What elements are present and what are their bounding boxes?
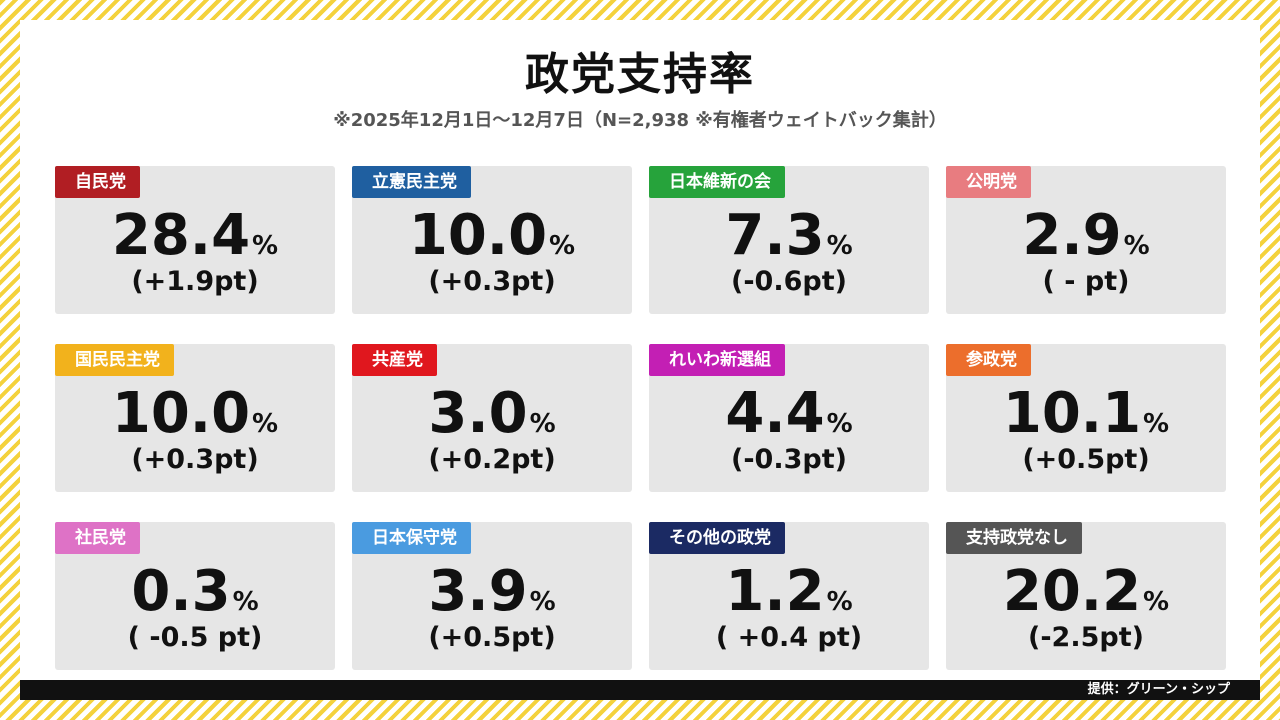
party-card: 社民党 0.3%( -0.5 pt) xyxy=(55,522,335,670)
source-label: 提供：グリーン・シップ xyxy=(1087,682,1230,697)
support-rate-value: 20.2% xyxy=(946,560,1226,634)
support-rate-value: 28.4% xyxy=(55,204,335,278)
chart-title: 政党支持率 xyxy=(525,49,755,100)
percent-unit: % xyxy=(549,231,576,261)
percent-unit: % xyxy=(252,231,279,261)
support-rate-value: 2.9% xyxy=(946,204,1226,278)
support-rate-value: 10.1% xyxy=(946,382,1226,456)
percent-unit: % xyxy=(1123,231,1150,261)
party-card: 日本保守党 3.9% (+0.5pt) xyxy=(352,522,632,670)
party-name-label: 公明党 xyxy=(946,166,1031,198)
chart-subtitle: ※2025年12月1日～12月7日（N=2,938 ※有権者ウェイトバック集計） xyxy=(333,110,947,131)
change-value: ( - pt) xyxy=(1042,266,1130,297)
party-card: 共産党 3.0% (+0.2pt) xyxy=(352,344,632,492)
support-rate-value: 3.9% xyxy=(352,560,632,634)
change-value: (+0.2pt) xyxy=(428,444,556,475)
change-value: ( -0.5 pt) xyxy=(127,622,263,653)
support-rate-number: 0.3 xyxy=(131,559,231,624)
change-value: (-0.6pt) xyxy=(731,266,847,297)
change-value: (+0.5pt) xyxy=(1022,444,1150,475)
support-rate-value: 3.0% xyxy=(352,382,632,456)
percent-unit: % xyxy=(826,587,853,617)
party-name-label: 支持政党なし xyxy=(946,522,1082,554)
party-card: 参政党 10.1% (+0.5pt) xyxy=(946,344,1226,492)
support-rate-value: 0.3% xyxy=(55,560,335,634)
support-rate-number: 2.9 xyxy=(1022,203,1122,268)
support-rate-number: 4.4 xyxy=(725,381,825,446)
percent-unit: % xyxy=(1143,409,1170,439)
change-value: (-2.5pt) xyxy=(1028,622,1144,653)
party-name-label: れいわ新選組 xyxy=(649,344,785,376)
party-name-label: 社民党 xyxy=(55,522,140,554)
change-value: (+1.9pt) xyxy=(131,266,259,297)
support-rate-value: 1.2% xyxy=(649,560,929,634)
party-name-label: 参政党 xyxy=(946,344,1031,376)
percent-unit: % xyxy=(232,587,259,617)
party-card: 自民党 28.4% (+1.9pt) xyxy=(55,166,335,314)
percent-unit: % xyxy=(529,587,556,617)
change-value: (+0.3pt) xyxy=(428,266,556,297)
support-rate-value: 7.3% xyxy=(649,204,929,278)
party-name-label: 共産党 xyxy=(352,344,437,376)
percent-unit: % xyxy=(529,409,556,439)
support-rate-number: 10.0 xyxy=(408,203,548,268)
change-value: (-0.3pt) xyxy=(731,444,847,475)
support-rate-number: 3.9 xyxy=(428,559,528,624)
party-card: れいわ新選組 4.4% (-0.3pt) xyxy=(649,344,929,492)
party-name-label: 日本維新の会 xyxy=(649,166,785,198)
support-rate-number: 1.2 xyxy=(725,559,825,624)
support-rate-number: 10.1 xyxy=(1002,381,1142,446)
party-name-label: 国民民主党 xyxy=(55,344,174,376)
support-rate-number: 10.0 xyxy=(111,381,251,446)
support-rate-value: 4.4% xyxy=(649,382,929,456)
footer-bar: 提供：グリーン・シップ xyxy=(20,680,1260,700)
percent-unit: % xyxy=(252,409,279,439)
party-card: 支持政党なし 20.2% (-2.5pt) xyxy=(946,522,1226,670)
party-card: その他の政党 1.2%( +0.4 pt) xyxy=(649,522,929,670)
support-rate-value: 10.0% xyxy=(352,204,632,278)
percent-unit: % xyxy=(826,409,853,439)
support-rate-number: 7.3 xyxy=(725,203,825,268)
support-rate-number: 28.4 xyxy=(111,203,251,268)
change-value: ( +0.4 pt) xyxy=(715,622,863,653)
party-name-label: その他の政党 xyxy=(649,522,785,554)
party-card: 立憲民主党 10.0% (+0.3pt) xyxy=(352,166,632,314)
percent-unit: % xyxy=(826,231,853,261)
party-name-label: 自民党 xyxy=(55,166,140,198)
change-value: (+0.3pt) xyxy=(131,444,259,475)
party-name-label: 立憲民主党 xyxy=(352,166,471,198)
change-value: (+0.5pt) xyxy=(428,622,556,653)
support-rate-value: 10.0% xyxy=(55,382,335,456)
support-rate-number: 20.2 xyxy=(1002,559,1142,624)
party-name-label: 日本保守党 xyxy=(352,522,471,554)
support-rate-number: 3.0 xyxy=(428,381,528,446)
party-card: 日本維新の会 7.3% (-0.6pt) xyxy=(649,166,929,314)
party-card: 国民民主党 10.0% (+0.3pt) xyxy=(55,344,335,492)
percent-unit: % xyxy=(1143,587,1170,617)
party-card: 公明党 2.9%( - pt) xyxy=(946,166,1226,314)
